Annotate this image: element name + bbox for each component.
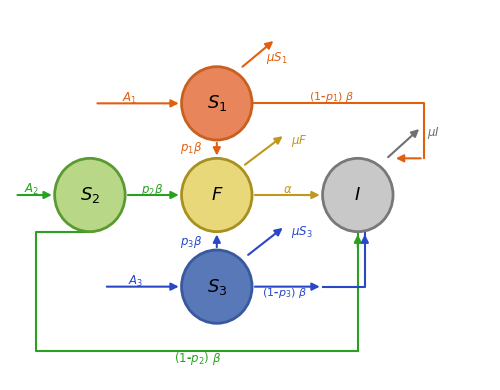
Text: $\alpha$: $\alpha$ bbox=[282, 183, 292, 197]
Text: $(1$-$p_2)\ \beta$: $(1$-$p_2)\ \beta$ bbox=[174, 350, 222, 367]
Text: $S_1$: $S_1$ bbox=[206, 93, 227, 113]
Text: $\mu F$: $\mu F$ bbox=[291, 133, 308, 149]
Text: $\mu S_1$: $\mu S_1$ bbox=[266, 50, 287, 66]
Text: $S_2$: $S_2$ bbox=[80, 185, 100, 205]
Text: $p_3\beta$: $p_3\beta$ bbox=[180, 234, 203, 250]
Text: $A_2$: $A_2$ bbox=[24, 182, 38, 197]
Text: $I$: $I$ bbox=[354, 186, 361, 204]
Text: $A_1$: $A_1$ bbox=[122, 91, 138, 106]
Text: $A_3$: $A_3$ bbox=[128, 274, 144, 289]
Text: $p_2\beta$: $p_2\beta$ bbox=[142, 182, 164, 198]
Text: $\mu S_3$: $\mu S_3$ bbox=[291, 223, 312, 240]
Text: $(1$-$p_3)\ \beta$: $(1$-$p_3)\ \beta$ bbox=[262, 286, 308, 300]
Ellipse shape bbox=[322, 158, 393, 232]
Text: $F$: $F$ bbox=[210, 186, 223, 204]
Text: $\mu I$: $\mu I$ bbox=[428, 126, 440, 142]
Text: $S_3$: $S_3$ bbox=[206, 277, 227, 297]
Ellipse shape bbox=[182, 250, 252, 323]
Ellipse shape bbox=[182, 158, 252, 232]
Text: $(1$-$p_1)\ \beta$: $(1$-$p_1)\ \beta$ bbox=[310, 90, 354, 104]
Ellipse shape bbox=[182, 67, 252, 140]
Text: $p_1\beta$: $p_1\beta$ bbox=[180, 140, 203, 156]
Ellipse shape bbox=[54, 158, 125, 232]
